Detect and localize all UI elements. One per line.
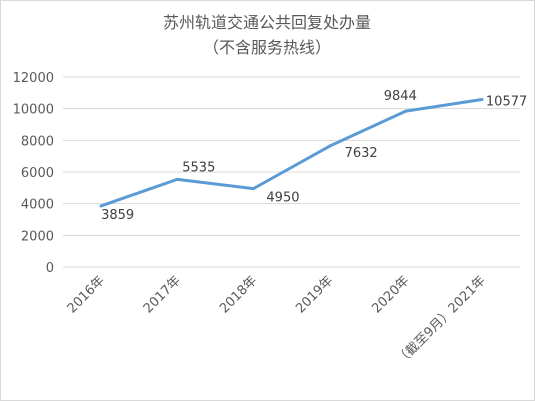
y-tick-label: 12000 [13, 71, 54, 86]
data-label: 10577 [486, 95, 527, 110]
x-tick-label: 2016年 [65, 273, 108, 316]
data-label: 3859 [101, 208, 134, 223]
gridlines [63, 76, 520, 268]
y-tick-label: 6000 [21, 166, 54, 181]
x-tick-label: 2018年 [217, 273, 260, 316]
series-layer [99, 98, 484, 208]
y-tick-label: 0 [46, 261, 54, 276]
x-tick-label: 2017年 [141, 273, 184, 316]
data-point [328, 144, 332, 148]
series-line [99, 98, 484, 208]
x-tick-label: 2020年 [369, 273, 412, 316]
chart-subtitle: （不含服务热线） [203, 38, 331, 57]
x-axis-ticks: 2016年 2017年 2018年 2019年 2020年（截至9月）2021年 [65, 273, 489, 368]
data-point [175, 177, 179, 181]
data-label: 4950 [266, 191, 299, 206]
y-tick-label: 8000 [21, 134, 54, 149]
y-tick-label: 2000 [21, 229, 54, 244]
data-label: 5535 [182, 160, 215, 175]
data-label: 7632 [345, 146, 378, 161]
data-point [251, 187, 255, 191]
x-tick-label: 2019年 [293, 273, 336, 316]
data-point [404, 109, 408, 113]
data-labels: 3859 5535 4950 7632 9844 10577 [101, 89, 527, 223]
y-axis-ticks: 0 2000 4000 6000 8000 10000 12000 [13, 71, 54, 276]
data-label: 9844 [384, 89, 417, 104]
y-tick-label: 10000 [13, 103, 54, 118]
y-tick-label: 4000 [21, 198, 54, 213]
data-point [99, 204, 103, 208]
data-point [480, 98, 484, 102]
chart-title: 苏州轨道交通公共回复处办量 [163, 13, 371, 32]
